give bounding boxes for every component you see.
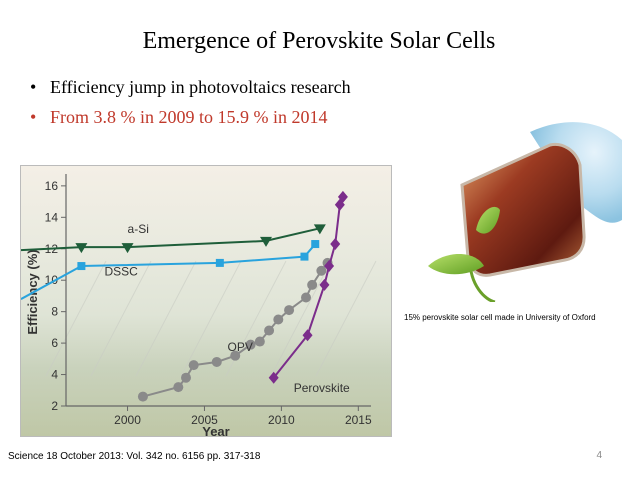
opv-point <box>273 314 284 325</box>
y-tick-label: 14 <box>45 210 59 224</box>
a-si-point <box>260 236 272 247</box>
opv-point <box>211 356 222 367</box>
perovskite-point <box>268 371 279 384</box>
bullet-item: • Efficiency jump in photovoltaics resear… <box>30 72 351 102</box>
opv-point <box>301 292 311 303</box>
bullet-text: From 3.8 % in 2009 to 15.9 % in 2014 <box>50 107 328 127</box>
y-tick-label: 8 <box>51 305 58 319</box>
photo-caption: 15% perovskite solar cell made in Univer… <box>404 313 596 322</box>
dssc-series-label: DSSC <box>104 264 138 278</box>
panel-texture-line <box>45 260 107 377</box>
panel-texture-line <box>90 260 152 377</box>
bullet-item: • From 3.8 % in 2009 to 15.9 % in 2014 <box>30 102 351 132</box>
y-tick-label: 16 <box>45 179 59 193</box>
x-tick-label: 2000 <box>114 413 141 427</box>
perovskite-point <box>324 260 335 273</box>
perovskite-cell-photo <box>400 110 625 304</box>
a-si-series-label: a-Si <box>128 222 149 236</box>
perovskite-series-label: Perovskite <box>294 381 350 395</box>
y-tick-label: 6 <box>51 336 58 350</box>
dssc-point <box>77 262 86 271</box>
opv-point <box>137 391 148 402</box>
citation: Science 18 October 2013: Vol. 342 no. 61… <box>8 451 261 462</box>
perovskite-point <box>337 190 348 203</box>
opv-point <box>316 265 327 276</box>
opv-point <box>181 372 191 383</box>
perovskite-point <box>319 278 330 291</box>
panel-texture-line <box>315 260 377 377</box>
opv-point <box>173 382 184 393</box>
slide-title: Emergence of Perovskite Solar Cells <box>142 28 496 54</box>
a-si-point <box>313 224 326 235</box>
dssc-point <box>300 252 309 261</box>
y-tick-label: 4 <box>51 368 58 382</box>
chart-canvas: 2468101214162000200520102015YearEfficien… <box>21 174 377 436</box>
dssc-series-line <box>81 243 316 268</box>
panel-texture-line <box>135 260 197 377</box>
panel-texture-line <box>180 260 242 377</box>
page-number: 4 <box>596 450 602 461</box>
x-axis-title: Year <box>202 424 229 436</box>
opv-series-label: OPV <box>228 340 253 354</box>
a-si-series-line <box>81 227 321 249</box>
a-si-point <box>75 243 88 254</box>
perovskite-point <box>330 238 341 251</box>
efficiency-chart: 2468101214162000200520102015YearEfficien… <box>20 165 392 437</box>
x-tick-label: 2010 <box>268 413 295 427</box>
opv-point <box>264 325 275 336</box>
a-si-lead-line <box>21 246 82 252</box>
opv-point <box>230 350 241 361</box>
solar-cell-shape <box>460 142 586 277</box>
bullet-text: Efficiency jump in photovoltaics researc… <box>50 77 351 97</box>
opv-point <box>307 279 318 290</box>
opv-point <box>188 360 199 371</box>
x-tick-label: 2005 <box>191 413 218 427</box>
plant-leaf <box>428 254 484 275</box>
plant-leaf <box>476 206 500 234</box>
bullet-list: • Efficiency jump in photovoltaics resear… <box>30 72 351 132</box>
panel-texture-line <box>270 260 332 377</box>
perovskite-point <box>302 329 313 342</box>
opv-point <box>254 336 265 347</box>
dssc-point <box>311 240 320 249</box>
dssc-point <box>215 258 224 267</box>
opv-series-line <box>142 262 329 398</box>
bullet-marker: • <box>30 77 37 97</box>
opv-point <box>245 339 256 350</box>
x-tick-label: 2015 <box>345 413 372 427</box>
bullet-marker: • <box>30 107 37 127</box>
y-tick-label: 2 <box>51 399 58 413</box>
a-si-point <box>121 243 134 254</box>
opv-point <box>284 305 295 316</box>
dssc-lead-line <box>21 265 82 300</box>
photo-illustration <box>428 122 622 304</box>
